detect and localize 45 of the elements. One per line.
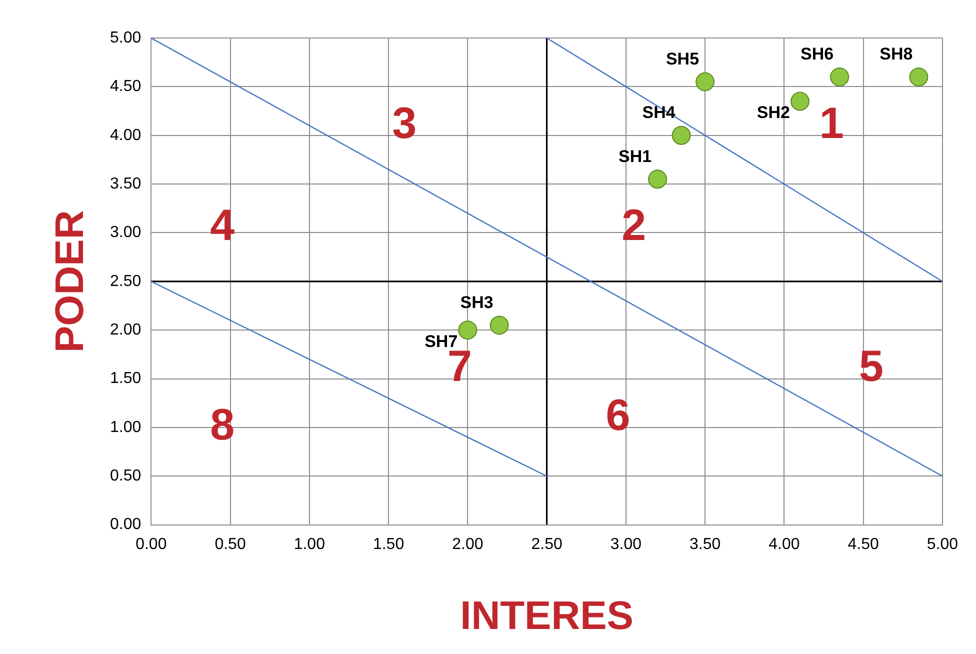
point: [648, 170, 668, 189]
annotation: 2: [622, 200, 646, 250]
x-tick-label: 1.50: [372, 536, 404, 553]
y-axis-title: PODER: [48, 210, 92, 353]
point: [458, 320, 478, 340]
x-tick-label: 0.00: [136, 536, 167, 553]
series-label: SH3: [460, 292, 494, 312]
y-tick-label: 0.50: [110, 468, 142, 485]
x-tick-label: 5.00: [926, 536, 958, 553]
annotation: 3: [392, 98, 417, 148]
y-tick-label: 4.00: [110, 126, 142, 144]
point: [490, 316, 509, 335]
y-tick-label: 1.00: [110, 418, 142, 436]
series-label: SH8: [880, 44, 913, 64]
series-label: SH6: [800, 44, 834, 64]
y-tick-label: 2.00: [110, 321, 142, 338]
y-tick-label: 5.00: [110, 29, 142, 46]
x-tick-label: 3.50: [689, 536, 721, 553]
annotation: 1: [819, 98, 844, 148]
y-tick-label: 0.00: [110, 516, 142, 534]
y-tick-label: 3.50: [110, 175, 142, 192]
y-tick-label: 3.00: [110, 224, 142, 242]
series-label: SH5: [666, 50, 700, 68]
point: [696, 72, 715, 92]
y-tick-label: 1.50: [110, 370, 142, 388]
y-tick-label: 4.50: [110, 78, 142, 96]
annotation: 4: [210, 200, 236, 250]
x-tick-label: 2.00: [452, 536, 484, 553]
annotation: 6: [606, 390, 630, 440]
point: [672, 126, 691, 145]
annotation: 5: [858, 342, 884, 392]
series-label: SH1: [618, 146, 652, 166]
x-tick-label: 4.50: [848, 536, 879, 553]
point: [830, 67, 850, 86]
x-axis-title: INTERES: [460, 594, 634, 638]
x-tick-label: 4.00: [768, 536, 800, 553]
series-label: SH2: [756, 102, 790, 122]
x-tick-label: 3.00: [610, 536, 642, 553]
x-tick-label: 0.50: [214, 536, 246, 553]
point: [909, 67, 928, 86]
annotation: 8: [210, 400, 235, 450]
y-tick-label: 2.50: [110, 272, 142, 290]
x-tick-label: 2.50: [531, 536, 562, 553]
point: [790, 92, 810, 111]
x-tick-label: 1.00: [294, 536, 326, 553]
